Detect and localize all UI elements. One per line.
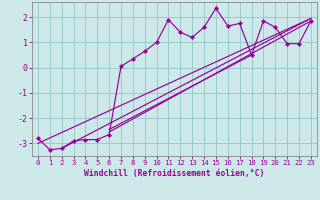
X-axis label: Windchill (Refroidissement éolien,°C): Windchill (Refroidissement éolien,°C) xyxy=(84,169,265,178)
